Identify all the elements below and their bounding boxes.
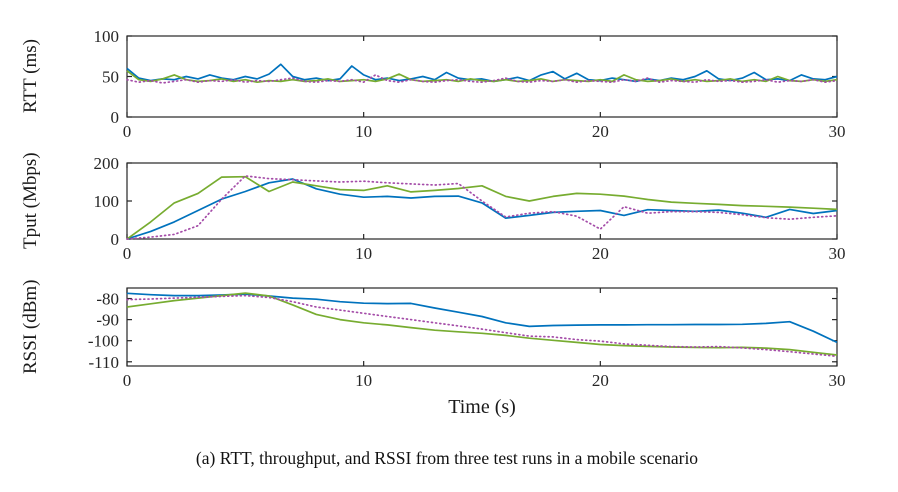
rtt-line-run-2: [126, 70, 838, 84]
tput-line-run-3: [126, 175, 838, 240]
rssi-axes-box: [126, 287, 838, 367]
rssi-y-tick-label: -90: [96, 311, 119, 330]
rtt-y-axis-label: RTT (ms): [20, 39, 41, 114]
figure-caption: (a) RTT, throughput, and RSSI from three…: [195, 448, 699, 468]
rtt-plot: 0 10 20 30 0 50 100: [94, 27, 846, 141]
tput-x-tick-label: 30: [829, 244, 846, 263]
tput-x-tick-label: 10: [355, 244, 372, 263]
tput-x-tick-label: 0: [123, 244, 132, 263]
rssi-y-axis-label: RSSI (dBm): [20, 279, 41, 375]
rtt-y-tick-label: 50: [102, 68, 119, 87]
rtt-y-tick-label: 100: [94, 27, 120, 46]
rtt-x-tick-label: 30: [829, 122, 846, 141]
rssi-x-tick-label: 20: [592, 371, 609, 390]
rssi-y-tick-label: -80: [96, 290, 119, 309]
rssi-x-tick-label: 0: [123, 371, 132, 390]
rtt-x-tick-label: 0: [123, 122, 132, 141]
rssi-line-run-3: [126, 294, 838, 358]
tput-y-tick-label: 100: [94, 192, 120, 211]
tput-y-axis-label: Tput (Mbps): [20, 152, 41, 250]
rtt-y-tick-label: 0: [111, 108, 120, 127]
rssi-y-tick-label: -100: [88, 332, 119, 351]
rssi-line-run-1: [126, 292, 838, 344]
tput-y-tick-label: 0: [111, 230, 120, 249]
rtt-line-run-3: [126, 74, 838, 84]
rtt-axes-box: [126, 35, 838, 118]
rssi-x-tick-label: 10: [355, 371, 372, 390]
tput-x-tick-label: 20: [592, 244, 609, 263]
tput-plot: 0 10 20 30 0 100 200: [94, 154, 846, 263]
rssi-y-tick-label: -110: [88, 353, 119, 372]
tput-line-run-2: [126, 175, 838, 240]
rtt-x-tick-label: 20: [592, 122, 609, 141]
rssi-x-tick-label: 30: [829, 371, 846, 390]
rssi-line-run-2: [126, 292, 838, 356]
rssi-plot: 0 10 20 30 -80 -90 -100 -110: [88, 287, 846, 390]
tput-axes-box: [126, 162, 838, 240]
rtt-line-run-1: [126, 63, 838, 83]
tput-y-tick-label: 200: [94, 154, 120, 173]
x-axis-label: Time (s): [448, 396, 516, 418]
rtt-x-tick-label: 10: [355, 122, 372, 141]
tput-line-run-1: [126, 178, 838, 240]
